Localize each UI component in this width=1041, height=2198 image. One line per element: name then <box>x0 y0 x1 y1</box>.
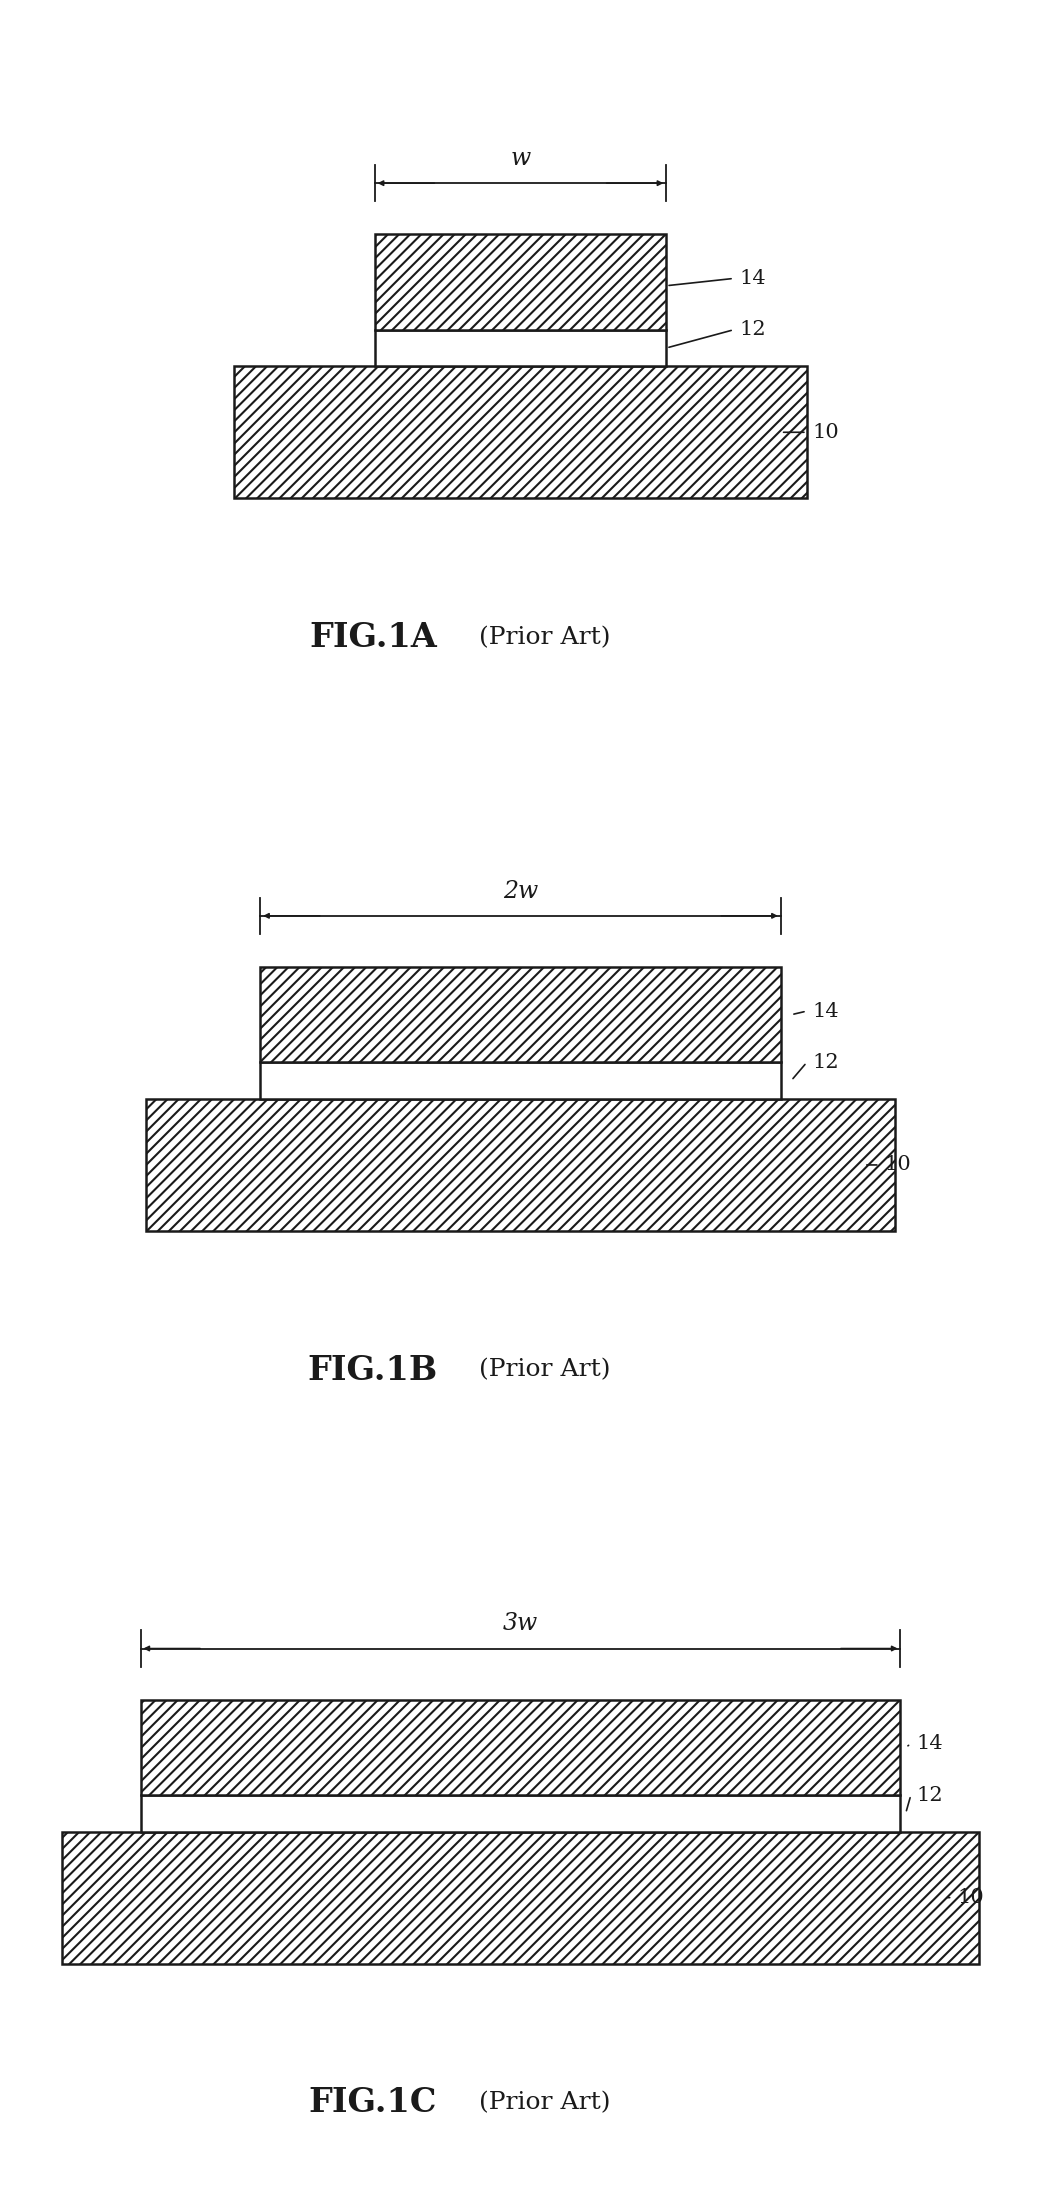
Text: 12: 12 <box>916 1785 943 1805</box>
Bar <box>234 367 807 499</box>
Text: 14: 14 <box>812 1002 839 1020</box>
Text: (Prior Art): (Prior Art) <box>479 626 610 648</box>
Bar <box>62 1831 979 1963</box>
Bar <box>375 235 666 330</box>
Bar <box>260 967 781 1062</box>
Text: 14: 14 <box>739 268 766 288</box>
Text: FIG.1C: FIG.1C <box>309 2086 437 2119</box>
Text: 12: 12 <box>812 1053 839 1073</box>
Text: 10: 10 <box>812 422 839 442</box>
Text: w: w <box>510 147 531 169</box>
Text: FIG.1A: FIG.1A <box>309 620 437 655</box>
Text: 14: 14 <box>916 1734 943 1754</box>
Text: 10: 10 <box>958 1888 985 1908</box>
Bar <box>260 1062 781 1099</box>
Text: 3w: 3w <box>503 1613 538 1635</box>
Text: (Prior Art): (Prior Art) <box>479 2090 610 2114</box>
Text: 10: 10 <box>885 1156 912 1174</box>
Text: (Prior Art): (Prior Art) <box>479 1358 610 1383</box>
Bar <box>141 1796 900 1831</box>
Bar <box>141 1699 900 1796</box>
Text: FIG.1B: FIG.1B <box>307 1354 437 1387</box>
Text: 2w: 2w <box>503 879 538 903</box>
Text: 12: 12 <box>739 321 766 338</box>
Bar <box>375 330 666 367</box>
Bar <box>146 1099 895 1231</box>
